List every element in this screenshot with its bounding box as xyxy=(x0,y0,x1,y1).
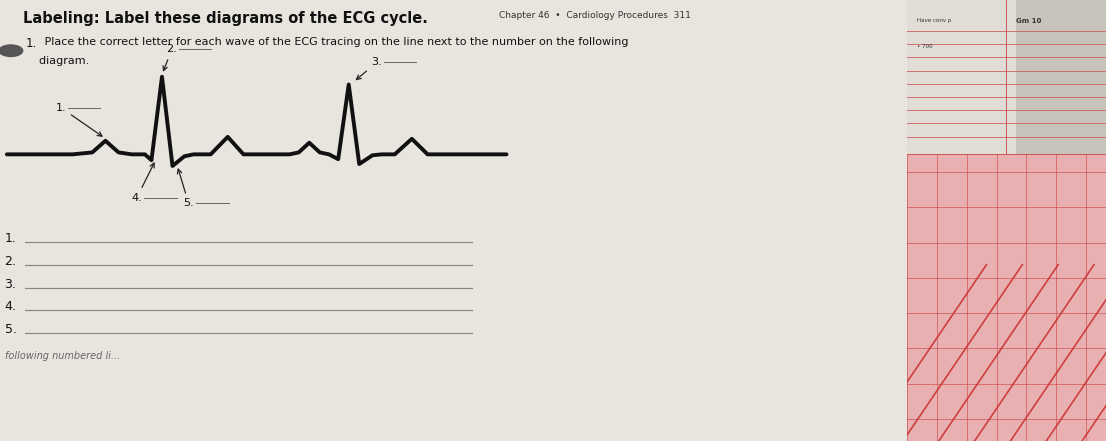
Text: Gm 10: Gm 10 xyxy=(1016,18,1042,24)
Text: 4.: 4. xyxy=(4,300,17,314)
FancyBboxPatch shape xyxy=(907,154,1106,441)
Text: 2.: 2. xyxy=(4,254,17,268)
Text: 3.: 3. xyxy=(356,57,382,79)
FancyBboxPatch shape xyxy=(0,0,907,441)
Text: 1.: 1. xyxy=(55,103,102,136)
Text: 1.: 1. xyxy=(4,232,17,245)
Text: 1.: 1. xyxy=(25,37,36,50)
Text: following numbered li...: following numbered li... xyxy=(4,351,119,362)
Text: 3.: 3. xyxy=(4,277,17,291)
Text: diagram.: diagram. xyxy=(25,56,90,67)
Text: Have conv p: Have conv p xyxy=(917,18,951,22)
Text: Labeling: Label these diagrams of the ECG cycle.: Labeling: Label these diagrams of the EC… xyxy=(22,11,428,26)
Text: 2.: 2. xyxy=(163,45,177,71)
Circle shape xyxy=(0,45,22,56)
Text: 5.: 5. xyxy=(177,169,194,209)
Text: Chapter 46  •  Cardiology Procedures  311: Chapter 46 • Cardiology Procedures 311 xyxy=(499,11,690,20)
FancyBboxPatch shape xyxy=(907,0,1016,154)
Text: 5.: 5. xyxy=(4,323,17,336)
Text: • 700: • 700 xyxy=(917,44,932,49)
Text: 4.: 4. xyxy=(132,163,154,203)
Text: Place the correct letter for each wave of the ECG tracing on the line next to th: Place the correct letter for each wave o… xyxy=(41,37,628,48)
